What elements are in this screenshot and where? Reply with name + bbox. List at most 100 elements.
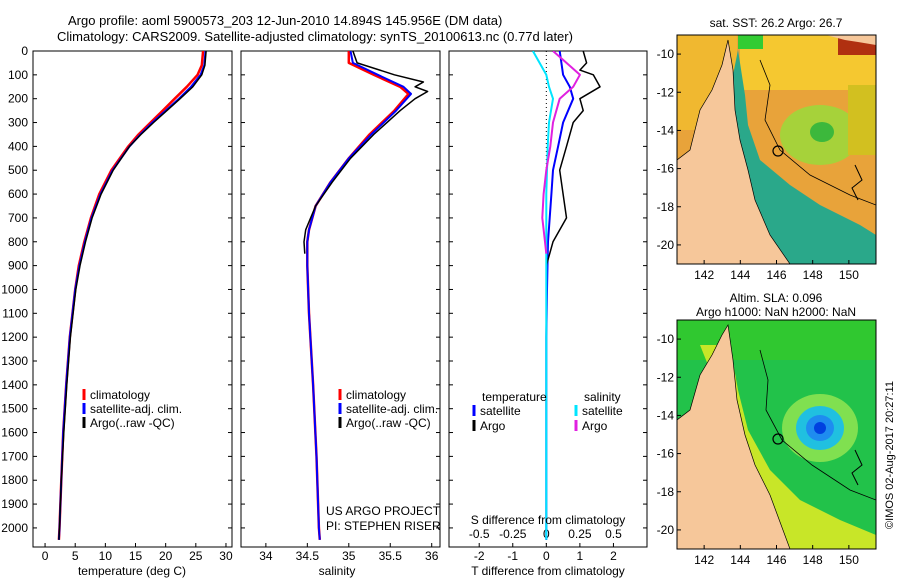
depth-tick-label: 1500 [1,402,28,416]
map-lon-tick: 144 [730,553,750,567]
project-label: US ARGO PROJECT [326,504,441,518]
depth-tick-label: 100 [8,68,28,82]
map-lon-tick: 150 [839,268,859,282]
map-lat-tick: -20 [657,523,675,537]
series-line-satellite-adj-clim- [57,51,207,540]
salinity-panel-frame [240,50,441,548]
map-lon-tick: 144 [730,268,750,282]
x-tick-label: 35.5 [379,549,403,563]
sst-land-australia [677,39,791,264]
legend-label: Argo(..raw -QC) [90,416,175,430]
depth-tick-label: 1000 [1,282,28,296]
map-lat-tick: -18 [657,485,675,499]
x-tick-label: -1 [507,549,518,563]
depth-tick-label: 1200 [1,330,28,344]
map-lon-tick: 142 [694,553,714,567]
depth-tick-label: 1800 [1,473,28,487]
sst-map [677,35,876,264]
x-tick-label: 1 [577,549,584,563]
map-lat-tick: -10 [657,47,675,61]
temperature-xlabel: temperature (deg C) [78,564,186,578]
x2-tick-label: -0.5 [469,527,490,541]
depth-tick-label: 1400 [1,378,28,392]
sst-coastal-band [733,50,876,264]
imos-credit: ©IMOS 02-Aug-2017 20:27:11 [884,381,896,529]
x-tick-label: 20 [159,549,173,563]
map-lat-tick: -14 [657,123,675,137]
series-line-t-argo [545,51,601,266]
legend-label: satellite-adj. clim. [346,402,438,416]
series-line-s-satellite [532,51,554,540]
x-tick-label: 0 [543,549,550,563]
map-lat-tick: -12 [657,370,675,384]
x2-tick-label: 0.25 [568,527,592,541]
series-line-climatology [57,51,205,540]
map-lat-tick: -12 [657,85,675,99]
x2-tick-label: -0.25 [499,527,527,541]
x-tick-label: 15 [129,549,143,563]
s-difference-xlabel: S difference from climatology [471,513,626,527]
legend-label: Argo [480,419,506,433]
x2-tick-label: 0.5 [605,527,622,541]
x-tick-label: 2 [610,549,617,563]
legend-label: Argo(..raw -QC) [346,416,431,430]
legend-label: climatology [346,388,406,402]
depth-tick-label: 1900 [1,497,28,511]
map-lon-tick: 150 [839,553,859,567]
series-line-argo-raw-qc- [58,51,207,540]
map-lat-tick: -20 [657,238,675,252]
map-lon-tick: 146 [766,268,786,282]
map-lon-tick: 146 [766,553,786,567]
x-tick-label: 34 [259,549,273,563]
x-tick-label: 30 [219,549,233,563]
legend-label: satellite [480,404,521,418]
x-tick-label: 0 [42,549,49,563]
sla-argo-marker [772,433,784,445]
title-line-1: Argo profile: aoml 5900573_203 12-Jun-20… [68,13,503,28]
x-tick-label: 34.5 [296,549,320,563]
depth-tick-label: 400 [8,139,28,153]
map-lat-tick: -18 [657,200,675,214]
map-lon-tick: 148 [803,268,823,282]
depth-tick-label: 1100 [2,306,28,320]
depth-tick-label: 700 [8,211,28,225]
temperature-panel-frame [32,50,233,548]
sla-map-title-2: Argo h1000: NaN h2000: NaN [696,305,856,319]
x-tick-label: 10 [99,549,113,563]
x-tick-label: 25 [189,549,203,563]
map-lat-tick: -14 [657,408,675,422]
series-line-t-satellite [545,51,575,540]
title-line-2: Climatology: CARS2009. Satellite-adjuste… [57,29,573,44]
map-lon-tick: 142 [694,268,714,282]
depth-tick-label: 900 [8,259,28,273]
map-lat-tick: -16 [657,162,675,176]
depth-tick-label: 2000 [1,521,28,535]
depth-tick-label: 0 [21,44,28,58]
depth-tick-label: 1700 [1,449,28,463]
sla-map [677,320,876,549]
map-lat-tick: -10 [657,332,675,346]
legend-title-temperature: temperature [482,390,547,404]
series-line-climatology [306,51,410,540]
t-difference-xlabel: T difference from climatology [471,564,625,578]
map-lon-tick: 148 [803,553,823,567]
x-tick-label: 5 [72,549,79,563]
difference-panel-frame [448,50,648,548]
series-line-argo-raw-qc- [303,51,429,254]
sst-land-newguinea [826,35,876,45]
x-tick-label: 35 [342,549,356,563]
depth-tick-label: 500 [8,163,28,177]
depth-tick-label: 200 [8,92,28,106]
sst-argo-marker [772,145,784,157]
x-tick-label: 36 [425,549,439,563]
series-line-s-argo [541,51,581,254]
map-lat-tick: -16 [657,447,675,461]
x-tick-label: -2 [474,549,485,563]
legend-label: satellite [582,404,623,418]
salinity-xlabel: salinity [319,564,356,578]
sst-map-title: sat. SST: 26.2 Argo: 26.7 [710,16,843,30]
depth-tick-label: 1300 [1,354,28,368]
depth-tick-label: 1600 [1,426,28,440]
legend-title-salinity: salinity [584,390,621,404]
